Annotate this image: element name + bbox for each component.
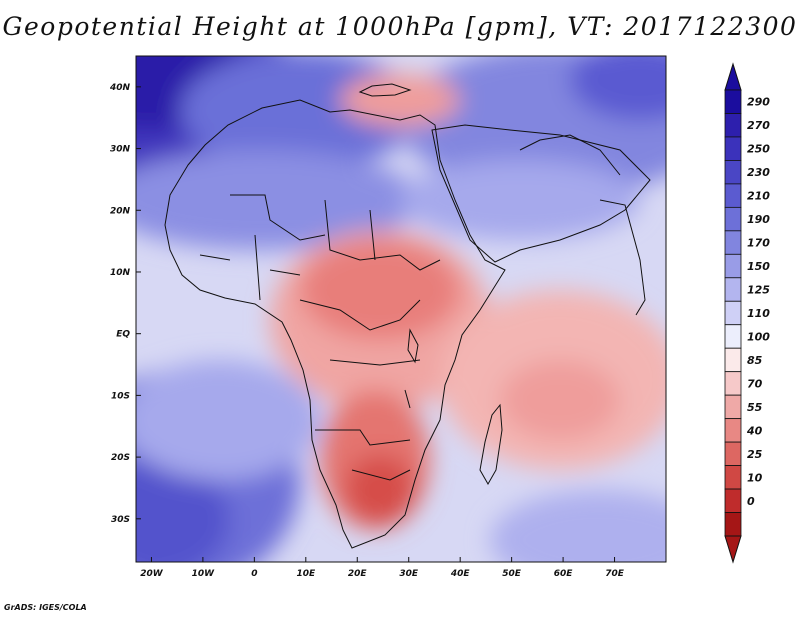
colorbar-label: 290 <box>747 96 770 109</box>
height-field <box>136 56 666 562</box>
colorbar: 2902702502302101901701501251101008570554… <box>724 62 770 564</box>
lon-label: 70E <box>605 569 625 579</box>
colorbar-label: 40 <box>746 424 763 437</box>
colorbar-segment <box>724 136 742 161</box>
colorbar-bottom-arrow <box>724 535 742 564</box>
longitude-labels: 20W 10W 0 10E 20E 30E 40E 50E 60E 70E <box>140 569 625 579</box>
coastlines <box>164 83 651 549</box>
lat-label: EQ <box>116 330 130 340</box>
colorbar-segment <box>724 183 742 208</box>
colorbar-label: 0 <box>747 495 755 508</box>
colorbar-segment <box>724 441 742 466</box>
colorbar-label: 110 <box>747 307 770 320</box>
map-title: Geopotential Height at 1000hPa [gpm], VT… <box>2 12 798 41</box>
lat-label: 30N <box>110 145 131 155</box>
lon-label: 20E <box>348 569 368 579</box>
colorbar-label: 100 <box>747 330 770 343</box>
colorbar-segment <box>724 89 742 114</box>
axis-ticks <box>136 86 616 562</box>
colorbar-segment <box>724 230 742 255</box>
latitude-labels: 40N 30N 20N 10N EQ 10S 20S 30S <box>109 83 131 525</box>
colorbar-label: 85 <box>747 354 763 367</box>
colorbar-segment <box>724 300 742 326</box>
colorbar-segment <box>724 277 742 302</box>
colorbar-label: 250 <box>747 143 770 156</box>
colorbar-segment <box>724 206 742 232</box>
colorbar-label: 270 <box>747 119 770 132</box>
colorbar-segment <box>724 160 742 185</box>
lon-label: 60E <box>554 569 574 579</box>
grads-credit: GrADS: IGES/COLA <box>4 603 87 612</box>
lon-label: 10E <box>296 569 316 579</box>
lon-label: 10W <box>192 569 216 579</box>
lon-label: 0 <box>251 569 257 579</box>
colorbar-segment <box>724 512 742 537</box>
colorbar-segment <box>724 113 742 138</box>
colorbar-segment <box>724 324 742 349</box>
plot-frame <box>135 55 667 563</box>
colorbar-label: 55 <box>747 401 763 414</box>
lat-label: 30S <box>111 515 130 525</box>
lon-label: 20W <box>140 569 164 579</box>
colorbar-label: 210 <box>747 190 770 203</box>
colorbar-segment <box>724 394 742 420</box>
colorbar-segment <box>724 418 742 443</box>
colorbar-segment <box>724 347 742 373</box>
colorbar-label: 10 <box>747 471 763 484</box>
lat-label: 20S <box>111 453 130 463</box>
colorbar-segment <box>724 465 742 490</box>
colorbar-label: 190 <box>747 213 770 226</box>
colorbar-label: 170 <box>747 237 770 250</box>
lon-label: 50E <box>502 569 522 579</box>
colorbar-top-arrow <box>724 62 742 91</box>
lat-label: 10N <box>110 268 131 278</box>
colorbar-segment <box>724 371 742 396</box>
lon-label: 30E <box>399 569 419 579</box>
colorbar-label: 230 <box>747 166 770 179</box>
colorbar-label: 25 <box>747 448 763 461</box>
lat-label: 40N <box>109 83 131 93</box>
colorbar-segment <box>724 488 742 513</box>
lat-label: 10S <box>111 391 130 401</box>
colorbar-label: 150 <box>747 260 770 273</box>
colorbar-label: 125 <box>747 284 770 297</box>
lat-label: 20N <box>110 206 131 216</box>
lon-label: 40E <box>450 569 471 579</box>
colorbar-segment <box>724 253 742 279</box>
colorbar-label: 70 <box>747 377 763 390</box>
